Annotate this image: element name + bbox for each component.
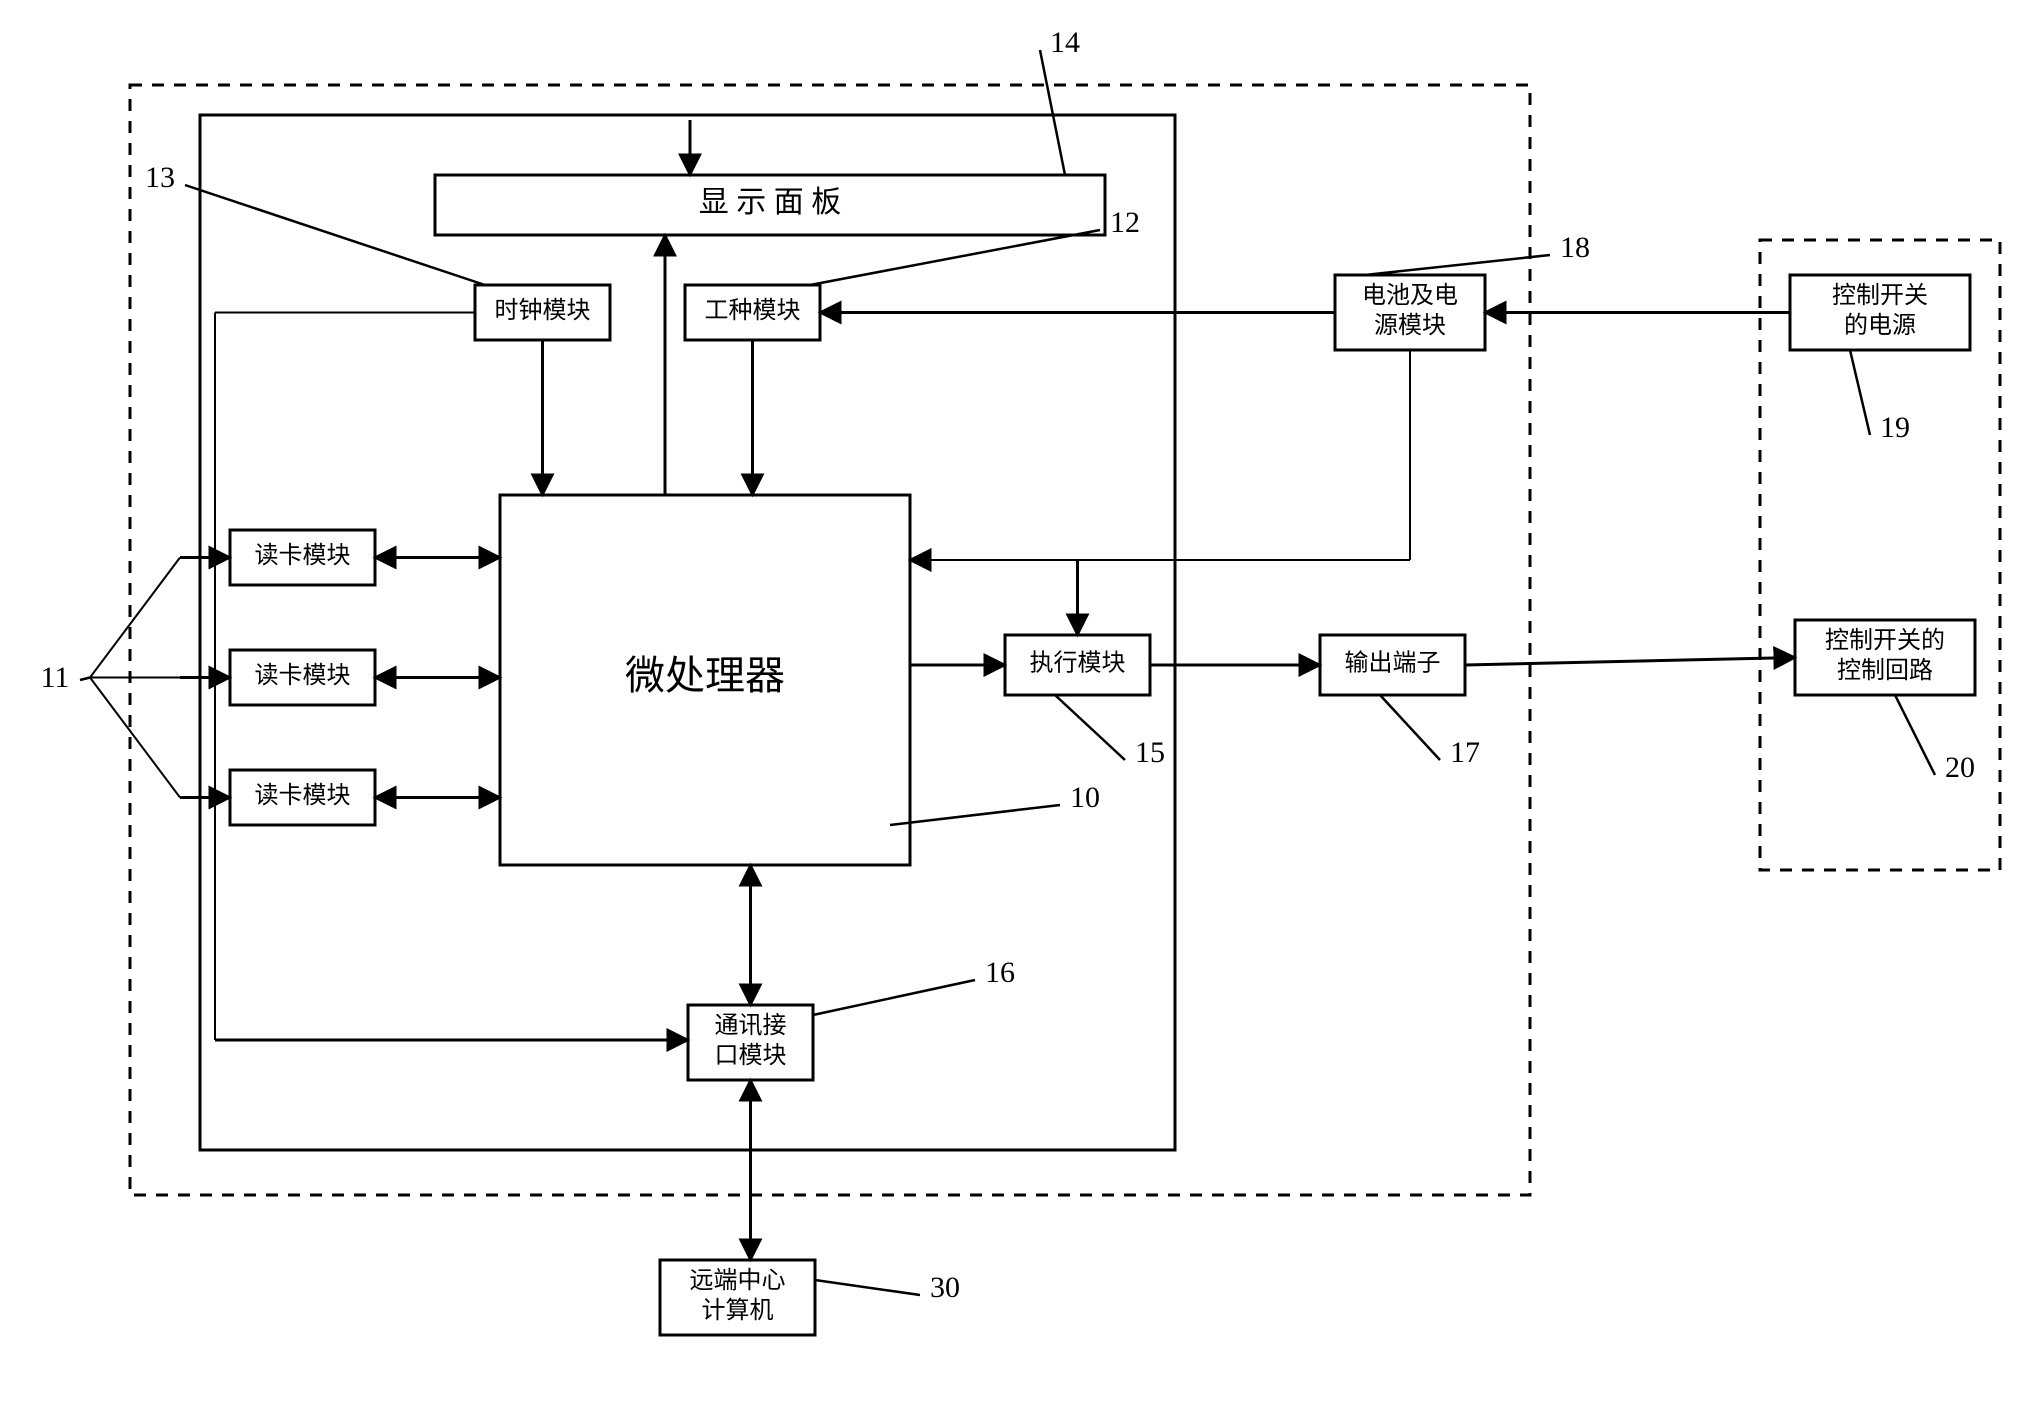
svg-text:时钟模块: 时钟模块 [495, 297, 591, 324]
svg-text:远端中心: 远端中心 [690, 1267, 786, 1294]
svg-text:计算机: 计算机 [702, 1297, 774, 1324]
svg-text:通讯接: 通讯接 [715, 1012, 787, 1039]
ref-label-18: 18 [1560, 231, 1590, 264]
svg-text:源模块: 源模块 [1374, 312, 1446, 339]
svg-text:工种模块: 工种模块 [705, 297, 801, 324]
svg-text:控制回路: 控制回路 [1837, 657, 1933, 684]
svg-text:控制开关的: 控制开关的 [1825, 627, 1945, 654]
ref-label-19: 19 [1880, 411, 1910, 444]
ref-label-11: 11 [41, 661, 70, 694]
ref-label-12: 12 [1110, 206, 1140, 239]
ref-label-17: 17 [1450, 736, 1480, 769]
ref-label-13: 13 [145, 161, 175, 194]
svg-text:电池及电: 电池及电 [1362, 282, 1458, 309]
svg-text:微处理器: 微处理器 [625, 653, 785, 698]
ref-label-20: 20 [1945, 751, 1975, 784]
svg-text:口模块: 口模块 [715, 1042, 787, 1069]
svg-text:的电源: 的电源 [1844, 312, 1916, 339]
ref-label-16: 16 [985, 956, 1015, 989]
svg-text:输出端子: 输出端子 [1345, 650, 1441, 677]
svg-text:读卡模块: 读卡模块 [255, 542, 351, 569]
svg-text:执行模块: 执行模块 [1030, 650, 1126, 677]
svg-text:读卡模块: 读卡模块 [255, 782, 351, 809]
svg-text:显 示 面 板: 显 示 面 板 [699, 186, 842, 219]
svg-text:控制开关: 控制开关 [1832, 282, 1928, 309]
ref-label-15: 15 [1135, 736, 1165, 769]
ref-label-10: 10 [1070, 781, 1100, 814]
ref-label-14: 14 [1050, 26, 1080, 59]
ref-label-30: 30 [930, 1271, 960, 1304]
svg-text:读卡模块: 读卡模块 [255, 662, 351, 689]
